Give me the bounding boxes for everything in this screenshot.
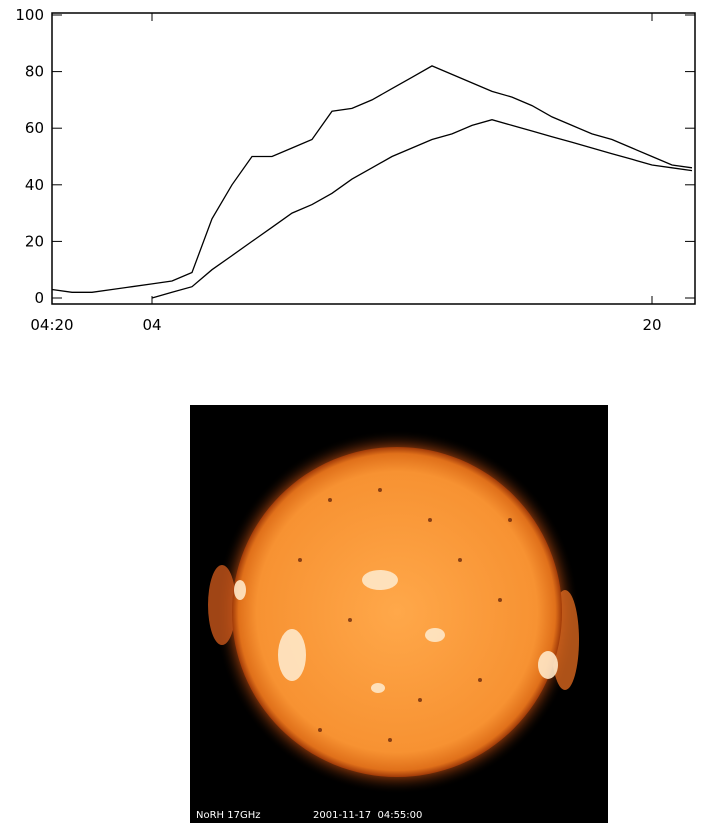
image-instrument: NoRH 17GHz <box>196 810 261 821</box>
x-tick-label: 04 <box>142 316 161 334</box>
y-tick-label: 20 <box>25 232 44 250</box>
data-line <box>151 119 693 299</box>
y-tick-label: 80 <box>25 63 44 81</box>
x-tick-label: 20 <box>642 316 661 334</box>
image-timestamp: 2001-11-17 04:55:00 <box>313 810 422 821</box>
y-tick-label: 60 <box>25 119 44 137</box>
active-regions <box>234 570 558 693</box>
solar-image: NoRH 17GHz 2001-11-17 04:55:00 <box>190 405 608 823</box>
limb-brightening <box>208 565 236 645</box>
chart: 0 20 40 60 80 100 04:20 04 20 <box>15 6 696 334</box>
dark-spots <box>298 488 512 742</box>
y-tick-label: 100 <box>15 6 44 24</box>
plot-frame <box>51 12 696 305</box>
solar-disk <box>232 447 562 777</box>
y-tick-label: 40 <box>25 176 44 194</box>
data-line <box>51 65 693 293</box>
y-tick-label: 0 <box>34 289 44 307</box>
x-tick-label: 04:20 <box>30 316 73 334</box>
